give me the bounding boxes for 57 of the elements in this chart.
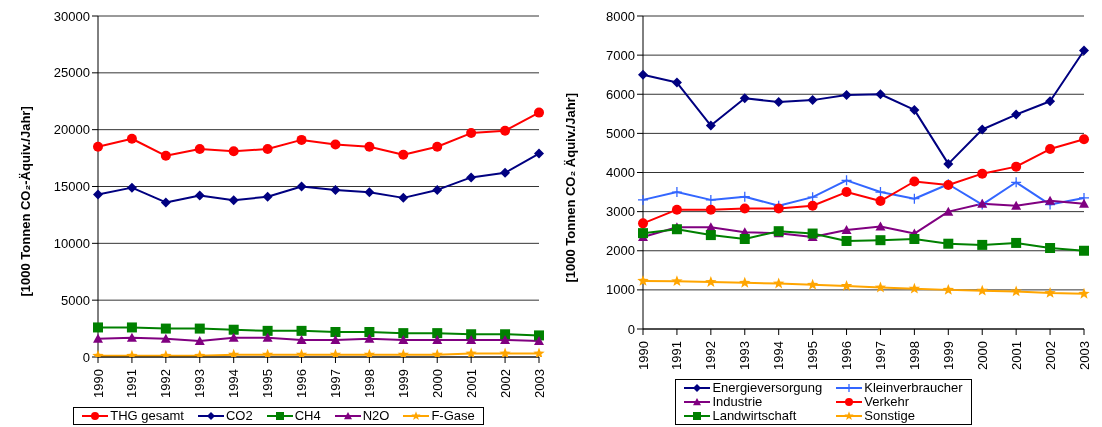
x-tick-label: 1996	[294, 369, 310, 398]
x-tick-label: 1996	[839, 341, 855, 370]
y-tick-label: 15000	[53, 179, 90, 195]
y-axis-title: [1000 Tonnen CO₂-Äquiv./Jahr]	[17, 106, 33, 297]
x-tick-label: 2003	[531, 369, 547, 398]
x-tick-label: 1997	[872, 341, 888, 370]
x-tick-label: 1994	[226, 369, 242, 398]
legend-label: N2O	[362, 408, 390, 423]
y-tick-label: 1000	[606, 282, 635, 298]
legend-label: CO2	[225, 408, 253, 423]
y-tick-label: 4000	[606, 165, 635, 181]
x-tick-label: 2002	[497, 369, 513, 398]
x-tick-label: 1999	[395, 369, 411, 398]
y-tick-label: 3000	[606, 204, 635, 220]
x-tick-label: 2003	[1076, 341, 1092, 370]
x-tick-label: 1999	[940, 341, 956, 370]
y-tick-label: 6000	[606, 86, 635, 102]
y-tick-label: 7000	[606, 47, 635, 63]
x-tick-label: 1992	[703, 341, 719, 370]
x-tick-label: 1998	[361, 369, 377, 398]
y-tick-label: 5000	[61, 292, 90, 308]
legend-label: Kleinverbraucher	[864, 380, 963, 395]
x-tick-label: 1993	[737, 341, 753, 370]
y-tick-label: 10000	[53, 235, 90, 251]
x-tick-label: 1993	[192, 369, 208, 398]
x-tick-label: 1990	[635, 341, 651, 370]
legend-label: F-Gase	[431, 408, 475, 423]
x-tick-label: 2001	[1008, 341, 1024, 370]
x-tick-label: 1995	[260, 369, 276, 398]
x-tick-label: 1997	[327, 369, 343, 398]
y-axis-title: [1000 Tonnen CO₂ Äquiv./Jahr]	[562, 93, 578, 283]
legend-label: Industrie	[712, 394, 763, 409]
y-tick-label: 0	[82, 349, 90, 365]
x-tick-label: 1991	[669, 341, 685, 370]
y-tick-label: 20000	[53, 122, 90, 138]
y-tick-label: 8000	[606, 8, 635, 24]
legend-label: Verkehr	[864, 394, 910, 409]
x-tick-label: 2000	[974, 341, 990, 370]
y-tick-label: 0	[627, 321, 635, 337]
x-tick-label: 1994	[771, 341, 787, 370]
x-tick-label: 2002	[1042, 341, 1058, 370]
legend-label: THG gesamt	[110, 408, 184, 423]
y-tick-label: 5000	[606, 125, 635, 141]
y-tick-label: 2000	[606, 243, 635, 259]
legend-label: CH4	[294, 408, 321, 423]
x-tick-label: 2000	[429, 369, 445, 398]
x-tick-label: 1991	[124, 369, 140, 398]
legend-label: Sonstige	[864, 408, 915, 423]
x-tick-label: 1995	[805, 341, 821, 370]
y-tick-label: 25000	[53, 65, 90, 81]
legend-label: Energieversorgung	[712, 380, 823, 395]
x-tick-label: 1992	[158, 369, 174, 398]
x-tick-label: 2001	[463, 369, 479, 398]
legend-label: Landwirtschaft	[712, 408, 797, 423]
x-tick-label: 1990	[90, 369, 106, 398]
y-tick-label: 30000	[53, 8, 90, 24]
x-tick-label: 1998	[906, 341, 922, 370]
